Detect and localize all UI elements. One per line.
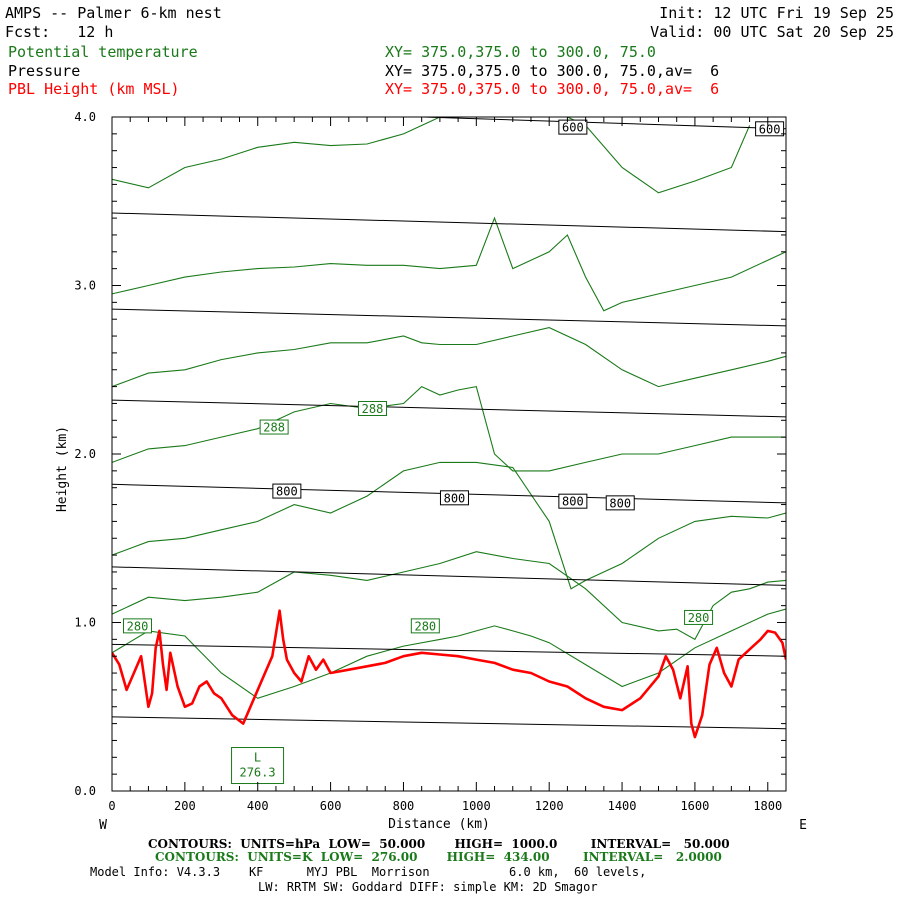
x-tick-label: 1800 [753,799,782,813]
east-label: E [799,818,807,833]
footer-physics-info: LW: RRTM SW: Goddard DIFF: simple KM: 2D… [258,880,598,894]
y-tick-label: 0.0 [74,784,96,798]
theta-label: 280 [127,619,149,633]
pressure-label: 800 [444,491,466,505]
theta-label-box [259,419,289,435]
x-tick-label: 400 [247,799,269,813]
pressure-label-box [558,119,588,135]
x-tick-label: 0 [108,799,115,813]
pressure-label: 600 [759,122,781,136]
pressure-contour-750 [112,399,786,418]
forecast-hour: Fcst: 12 h [5,23,114,41]
low-marker-value: 276.3 [239,766,275,780]
init-time: Init: 12 UTC Fri 19 Sep 25 [659,4,894,22]
west-label: W [99,818,107,833]
pressure-label-box [755,121,785,137]
theta-contour-line [112,385,786,472]
x-tick-label: 600 [320,799,342,813]
pressure-contour-900 [112,643,786,657]
theta-contour-line [112,327,786,388]
pbl-height-line [112,609,786,739]
pressure-label-box [558,493,588,509]
y-tick-label: 2.0 [74,447,96,461]
x-tick-label: 1000 [462,799,491,813]
legend-theta-name: Potential temperature [8,43,198,61]
theta-label-box [410,618,440,634]
theta-contour-line [112,117,751,194]
x-tick-label: 1600 [680,799,709,813]
pressure-label: 800 [276,485,298,499]
plot-area [112,117,786,739]
pressure-label-box [605,495,635,511]
footer-contours-pressure: CONTOURS: UNITS=hPa LOW= 50.000 HIGH= 10… [148,837,730,851]
legend-pressure-xy: XY= 375.0,375.0 to 300.0, 75.0,av= 6 [385,62,720,80]
theta-label: 288 [362,402,384,416]
legend-theta-xy: XY= 375.0,375.0 to 300.0, 75.0 [385,43,656,61]
y-tick-label: 4.0 [74,110,96,124]
legend-pbl-xy: XY= 375.0,375.0 to 300.0, 75.0,av= 6 [385,80,720,98]
y-tick-label: 1.0 [74,616,96,630]
pressure-contour-700 [112,308,786,327]
theta-label-box [357,401,387,417]
theta-label: 280 [688,611,710,625]
pressure-label: 800 [609,496,631,510]
footer-contours-theta: CONTOURS: UNITS=K LOW= 276.00 HIGH= 434.… [155,850,722,864]
x-tick-label: 200 [174,799,196,813]
pressure-label: 800 [562,495,584,509]
plot-title: AMPS -- Palmer 6-km nest [5,4,222,22]
legend-pressure-name: Pressure [8,62,81,80]
pressure-contour-650 [112,212,786,233]
footer-model-info: Model Info: V4.3.3 KF MYJ PBL Morrison 6… [90,865,647,879]
pressure-contour-950 [112,716,786,730]
low-marker-letter: L [254,751,261,765]
pressure-contour-850 [112,566,786,586]
theta-label-box [684,609,714,625]
theta-label-box [123,618,153,634]
y-tick-label: 3.0 [74,279,96,293]
theta-contour-line [112,216,786,312]
valid-time: Valid: 00 UTC Sat 20 Sep 25 [650,23,894,41]
pressure-label-box [439,490,469,506]
theta-contour-line [112,461,786,590]
x-tick-label: 1400 [608,799,637,813]
x-tick-label: 800 [393,799,415,813]
theta-label: 288 [263,421,285,435]
y-axis-label: Height (km) [55,426,70,512]
pressure-label: 600 [562,121,584,135]
x-tick-label: 1200 [535,799,564,813]
x-axis-label: Distance (km) [388,817,490,832]
low-marker-box [231,747,285,785]
legend-pbl-name: PBL Height (km MSL) [8,80,180,98]
pressure-label-box [272,483,302,499]
theta-label: 280 [414,619,436,633]
theta-contour-line [112,551,786,641]
pressure-contour-600 [407,117,786,130]
